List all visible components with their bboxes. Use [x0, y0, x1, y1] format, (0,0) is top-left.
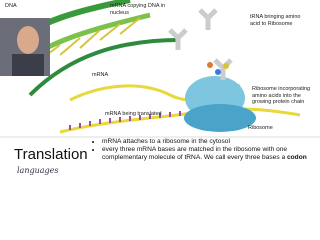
handwriting: languages: [17, 166, 59, 175]
diagram-art: [0, 0, 320, 138]
ribosome-label: Ribosome: [248, 125, 273, 131]
bullet: every three mRNA bases are matched in th…: [102, 146, 320, 162]
bullet-bold: codon: [286, 154, 307, 161]
ribosome-incorporating-label: Ribosome incorporating amino acids into …: [252, 86, 311, 105]
bullet-list: mRNA attaches to a ribosome in the cytos…: [92, 138, 320, 162]
mrna-label: mRNA: [92, 72, 109, 78]
trna-label: tRNA bringing amino acid to Ribosome: [250, 14, 301, 27]
bullet: mRNA attaches to a ribosome in the cytos…: [102, 138, 320, 146]
mrna-translated-label: mRNA being translated: [105, 111, 162, 117]
slide-title: Translation: [14, 146, 88, 163]
dna-label: DNA: [5, 3, 17, 9]
slide: DNA mRNA copying DNA in nucleus tRNA bri…: [0, 0, 320, 180]
bullet-text: every three mRNA bases are matched in th…: [102, 146, 288, 161]
bullet-text: mRNA attaches to a ribosome in the cytos…: [102, 138, 230, 145]
mrna-copying-label: mRNA copying DNA in nucleus: [110, 3, 166, 16]
